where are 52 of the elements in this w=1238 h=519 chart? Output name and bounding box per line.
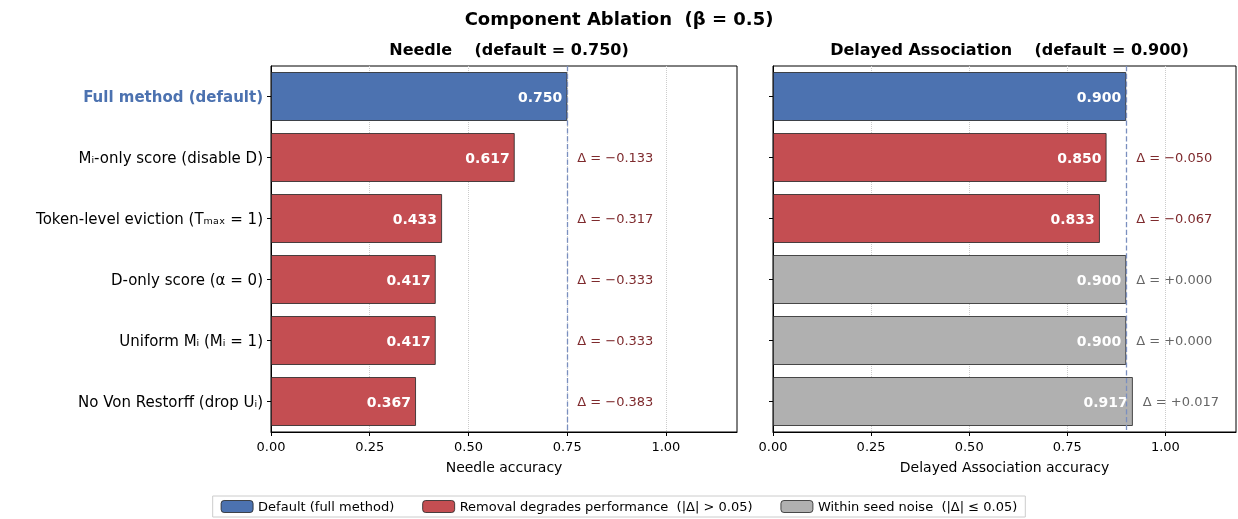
annotation: Δ = +0.000 — [1136, 272, 1213, 287]
annotation: Δ = −0.067 — [1136, 211, 1213, 226]
chart-subtitle: Delayed Association (default = 0.900) — [830, 39, 1189, 59]
y-tick-label: Mᵢ-only score (disable D) — [78, 148, 263, 167]
data-label: 0.617 — [465, 149, 510, 166]
x-tick-label: 0.25 — [856, 439, 886, 454]
y-tick-label: Full method (default) — [83, 87, 263, 106]
data-label: 0.850 — [1057, 149, 1102, 166]
data-label: 0.367 — [366, 393, 411, 410]
y-tick-label: Token-level eviction (Tₘₐₓ = 1) — [35, 209, 263, 228]
chart-title: Component Ablation (β = 0.5) — [464, 7, 774, 29]
bar — [271, 133, 515, 182]
annotation: Δ = +0.017 — [1142, 394, 1219, 409]
data-label: 0.433 — [392, 210, 437, 227]
data-label: 0.417 — [386, 271, 431, 288]
x-tick-label: 0.75 — [1052, 439, 1082, 454]
data-label: 0.900 — [1076, 271, 1122, 288]
bar — [271, 377, 416, 426]
data-label: 0.833 — [1050, 210, 1095, 227]
annotation: Δ = −0.333 — [577, 333, 654, 348]
data-label: 0.917 — [1083, 393, 1128, 410]
x-tick-label: 0.50 — [453, 439, 483, 454]
bar — [271, 316, 436, 365]
x-tick-label: 0.25 — [355, 439, 385, 454]
x-tick-label: 1.00 — [1150, 439, 1180, 454]
annotation: Δ = −0.317 — [577, 211, 654, 226]
annotation: Δ = +0.000 — [1136, 333, 1213, 348]
data-label: 0.900 — [1076, 88, 1122, 105]
x-tick-label: 0.75 — [552, 439, 582, 454]
annotation: Δ = −0.050 — [1136, 150, 1213, 165]
bar — [271, 72, 568, 121]
data-label: 0.417 — [386, 332, 431, 349]
x-tick-label: 0.00 — [758, 439, 788, 454]
y-tick-label: Uniform Mᵢ (Mᵢ = 1) — [119, 331, 263, 350]
x-tick-label: 0.50 — [954, 439, 984, 454]
x-tick-label: 1.00 — [651, 439, 681, 454]
legend-label: Removal degrades performance (|Δ| > 0.05) — [459, 499, 753, 514]
data-label: 0.900 — [1076, 332, 1122, 349]
x-axis-title: Needle accuracy — [445, 459, 563, 475]
annotation: Δ = −0.333 — [577, 272, 654, 287]
bar — [271, 255, 436, 304]
y-tick-label: D-only score (α = 0) — [110, 270, 263, 289]
x-tick-label: 0.00 — [256, 439, 286, 454]
annotation: Δ = −0.383 — [577, 394, 654, 409]
x-axis-title: Delayed Association accuracy — [899, 459, 1110, 475]
legend-label: Within seed noise (|Δ| ≤ 0.05) — [817, 499, 1018, 514]
y-tick-label: No Von Restorff (drop Uᵢ) — [77, 392, 263, 411]
annotation: Δ = −0.133 — [577, 150, 654, 165]
bar — [271, 194, 442, 243]
legend-label: Default (full method) — [258, 499, 395, 514]
data-label: 0.750 — [517, 88, 563, 105]
chart-subtitle: Needle (default = 0.750) — [389, 39, 629, 59]
